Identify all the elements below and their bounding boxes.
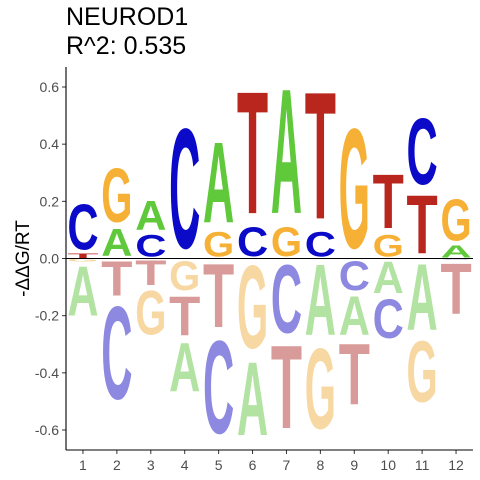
logo-letter-g: G <box>101 152 132 239</box>
logo-letter-a: A <box>339 285 370 348</box>
logo-letter-a: A <box>203 119 234 247</box>
chart-title: NEUROD1 <box>66 3 189 31</box>
logo-letter-a: A <box>373 253 404 303</box>
logo-letter-a: A <box>101 221 132 264</box>
x-tick-label: 9 <box>350 457 358 473</box>
logo-letter-g: G <box>237 241 268 374</box>
logo-letter-t: T <box>373 158 404 244</box>
logo-letter-g: G <box>440 187 471 254</box>
y-tick-label: -0.2 <box>35 308 59 324</box>
x-tick-label: 10 <box>380 457 396 473</box>
axis-layer: -0.6-0.4-0.20.00.20.40.61 2 3 4 5 6 7 8 9 10 11 12-… <box>13 79 464 473</box>
logo-letter-c: C <box>67 191 98 264</box>
foreground-layer <box>65 67 473 451</box>
logo-letter-g: G <box>373 228 404 264</box>
logo-letter-t: T <box>101 251 132 306</box>
logo-letter-a: A <box>169 329 200 407</box>
logo-letter-c: C <box>407 99 438 204</box>
logo-letter-c: C <box>169 94 200 285</box>
logo-letter-g: G <box>271 218 302 265</box>
logo-letter-a: A <box>135 193 166 240</box>
logo-letter-t: T <box>305 55 336 258</box>
logo-letter-t: T <box>135 254 167 293</box>
logo-letter-t: T <box>440 249 471 330</box>
logo-letter-c: C <box>373 287 404 350</box>
x-tick-label: 11 <box>415 457 430 473</box>
logo-letter-c: C <box>440 258 471 260</box>
logo-letter-a: A <box>67 253 98 332</box>
y-tick-label: 0.0 <box>40 251 60 267</box>
x-tick-label: 8 <box>316 457 324 473</box>
x-tick-label: 12 <box>448 457 464 473</box>
y-tick-label: -0.4 <box>35 365 59 381</box>
logo-letter-a: A <box>305 243 336 357</box>
x-tick-label: 7 <box>283 457 291 473</box>
logo-letter-c: C <box>101 279 132 427</box>
logo-letters: TCGAAGTCCATGCGTAGATCCTGAGACTCTAGGCATGTAC… <box>67 53 471 461</box>
chart-subtitle: R^2: 0.535 <box>66 32 187 60</box>
logo-letter-a: A <box>271 53 302 251</box>
y-tick-label: 0.2 <box>40 193 60 209</box>
logo-letter-g: G <box>305 326 336 454</box>
logo-letter-g: G <box>67 258 98 263</box>
y-tick-label: 0.6 <box>40 79 60 95</box>
logo-letter-c: C <box>237 218 268 265</box>
y-axis-label: -ΔΔG/RT <box>13 220 34 297</box>
logo-letter-t: T <box>339 326 370 424</box>
logo-letter-t: T <box>203 244 234 346</box>
logo-letter-g: G <box>203 225 234 264</box>
logo-letter-g: G <box>407 323 438 421</box>
x-tick-label: 1 <box>79 457 87 473</box>
logo-letter-t: T <box>67 253 98 260</box>
logo-letter-c: C <box>203 313 234 461</box>
logo-letter-g: G <box>135 279 166 349</box>
x-tick-label: 5 <box>215 457 223 473</box>
x-tick-label: 3 <box>147 457 155 473</box>
logo-letter-g: G <box>339 93 370 284</box>
y-tick-label: 0.4 <box>40 136 60 152</box>
chart-title-block: NEUROD1 R^2: 0.535 <box>66 3 188 61</box>
logo-letter-t: T <box>237 56 268 251</box>
logo-letter-c: C <box>305 225 336 264</box>
logo-letter-a: A <box>440 241 471 261</box>
logo-letter-a: A <box>237 339 268 457</box>
x-tick-label: 4 <box>181 457 189 473</box>
x-tick-label: 6 <box>249 457 257 473</box>
logo-letter-c: C <box>271 246 302 355</box>
logo-letter-t: T <box>271 322 302 455</box>
logo-letter-t: T <box>407 177 438 271</box>
logo-letter-t: T <box>169 286 200 348</box>
y-tick-label: -0.6 <box>35 422 59 438</box>
x-tick-label: 2 <box>113 457 121 473</box>
logo-letter-a: A <box>407 245 438 350</box>
logo-letter-c: C <box>339 253 370 300</box>
logo-letter-g: G <box>169 252 200 299</box>
